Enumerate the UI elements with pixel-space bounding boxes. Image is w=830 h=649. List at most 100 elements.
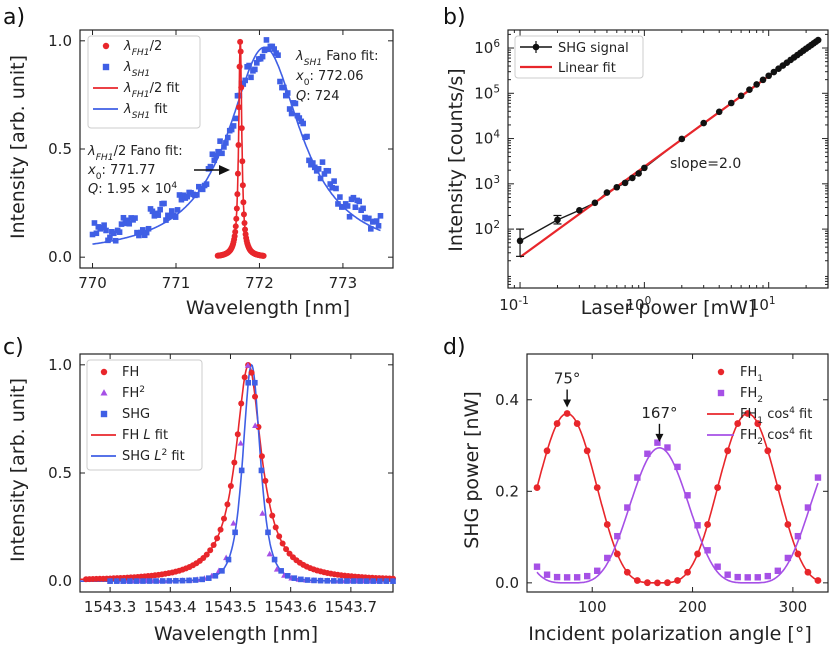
y-tick-label-b: 104 — [474, 129, 500, 148]
sh-data-point — [89, 231, 96, 238]
shg-data-point — [621, 179, 629, 187]
legend-label-c: FH2 — [122, 385, 145, 401]
shg-data-point — [746, 86, 753, 94]
sh-data-point — [167, 213, 173, 220]
fh-data-point — [240, 211, 247, 218]
legend-label-d: FH2 cos4 fit — [740, 427, 812, 447]
fh1-data-point — [633, 577, 641, 584]
sh-data-point — [288, 110, 295, 117]
fh-data-point — [240, 199, 247, 206]
fh1-data-point — [744, 410, 752, 417]
sh-data-point — [311, 164, 318, 171]
fh2-data-point — [674, 463, 681, 471]
peak-label: 75° — [554, 370, 581, 388]
fh1-data-point — [593, 484, 601, 491]
slope-annotation: slope=2.0 — [670, 156, 741, 172]
fh2-data-point — [266, 550, 273, 557]
sh-data-point — [105, 237, 111, 244]
x-tick-label-b: 101 — [750, 295, 776, 314]
sh-data-point — [215, 148, 221, 155]
y-tick-label-a: 1.0 — [48, 32, 72, 50]
sh-data-point — [300, 120, 306, 127]
y-tick-label-b: 103 — [474, 174, 500, 193]
sh-data-point — [168, 208, 175, 214]
legend-box-a — [87, 35, 201, 129]
fh-data-point — [265, 497, 272, 504]
fh2-data-point — [594, 567, 601, 574]
fh1-data-point — [804, 568, 812, 576]
sh-data-point — [265, 46, 272, 53]
legend-c: FH FH2 SHG FH L fit SHG L2 fit — [86, 359, 203, 471]
fh2-data-point — [694, 522, 701, 529]
fh-data-point — [207, 547, 214, 554]
sh-data-point — [292, 100, 299, 107]
fh-data-point — [239, 158, 246, 165]
fh2-data-point — [604, 554, 611, 562]
legend-label-a: λSH1 fit — [123, 102, 168, 121]
sh-data-point — [319, 159, 326, 165]
shg-data-point — [576, 207, 583, 214]
sh-data-point — [263, 37, 270, 43]
fh2-data-point — [704, 547, 711, 554]
shg-data-point — [350, 578, 357, 584]
panel-b: b) 10-1 100 101 102 103 104 105 106 Laser power… — [443, 5, 829, 319]
sh-data-point — [228, 126, 235, 133]
x-axis-title-b: Laser power [mW] — [581, 297, 756, 319]
shg-data-point — [311, 577, 317, 584]
fh2-data-point — [794, 532, 802, 540]
shg-data-point — [258, 467, 265, 474]
x-tick-label-b: 100 — [625, 295, 651, 314]
fh2-data-point — [543, 571, 551, 578]
fh-data-point — [238, 84, 245, 91]
shg-data-point — [140, 578, 146, 584]
fh-data-point — [214, 535, 221, 542]
fh2-data-point — [754, 574, 761, 581]
peak-arrow-head — [655, 433, 664, 442]
shg-data-point — [383, 578, 390, 584]
fh2-data-point — [584, 572, 591, 580]
fh-data-point — [217, 526, 224, 533]
fh-data-point — [210, 541, 217, 548]
sh-data-point — [346, 213, 353, 220]
fh-data-point — [231, 459, 238, 466]
shg-data-point — [603, 189, 611, 196]
fh1-data-point — [553, 420, 561, 427]
sh-data-point — [275, 52, 281, 58]
fh1-data-point — [583, 447, 591, 455]
fh-data-point — [234, 191, 241, 198]
shg-data-point — [159, 578, 166, 584]
shg-data-point — [278, 568, 284, 574]
y-tick-label-c: 0.5 — [48, 464, 72, 482]
legend-marker-c — [100, 389, 108, 396]
sh-data-point — [321, 171, 328, 177]
sh-data-point — [360, 205, 366, 212]
shg-data-point — [390, 578, 396, 584]
shg-data-point — [238, 467, 245, 474]
fh1-data-point — [784, 521, 792, 528]
fh2-data-point — [533, 563, 541, 570]
fh2-data-point — [784, 554, 792, 562]
sh-data-point — [134, 229, 140, 236]
plot-frame-b — [507, 29, 829, 289]
y-axis-title-d: SHG power [nW] — [461, 391, 483, 549]
shg-data-point — [759, 76, 767, 84]
shg-data-point — [635, 170, 642, 177]
x-axis-title-a: Wavelength [nm] — [186, 297, 350, 319]
sh-data-point — [116, 229, 123, 235]
sh-data-point — [329, 184, 335, 191]
sh-data-point — [132, 215, 138, 221]
y-axis-title-b: Intensity [counts/s] — [445, 68, 467, 251]
shg-data-point — [146, 578, 153, 584]
shg-data-point — [324, 578, 331, 584]
y-axis-title-c: Intensity [arb. unit] — [7, 378, 29, 562]
shg-data-point — [814, 36, 822, 44]
sh-data-point — [107, 234, 113, 241]
shg-data-point — [613, 183, 621, 191]
shg-data-point — [516, 237, 524, 245]
sh-data-point — [163, 217, 169, 223]
sh-data-point — [180, 192, 187, 199]
y-tick-label-d: 0.2 — [495, 482, 519, 500]
shg-data-point — [199, 576, 206, 583]
sh-data-point — [211, 157, 218, 164]
fh-data-point — [224, 501, 231, 508]
